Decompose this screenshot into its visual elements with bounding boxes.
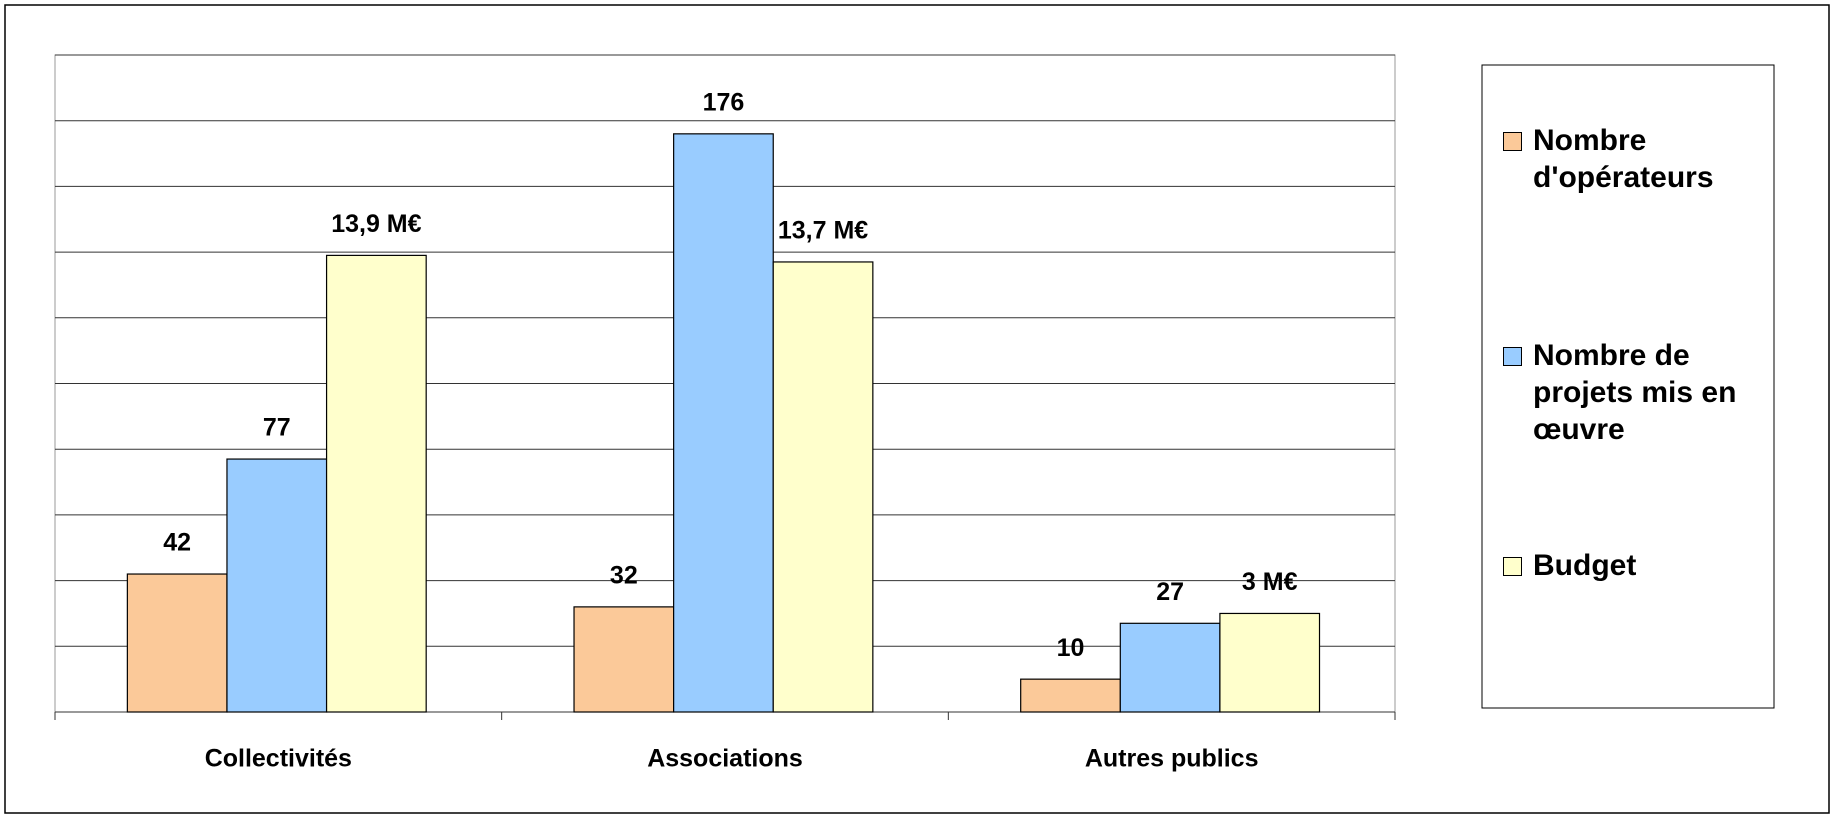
legend-entry: Nombre de projets mis en œuvre (1503, 337, 1771, 448)
x-tick-label: Autres publics (1085, 745, 1259, 773)
data-label: 13,7 M€ (778, 217, 868, 245)
bar (127, 574, 227, 712)
bar (773, 262, 873, 712)
data-label: 176 (703, 88, 745, 116)
data-label: 10 (1057, 634, 1085, 662)
legend-label: Nombre d'opérateurs (1533, 122, 1771, 196)
bar (674, 134, 774, 712)
legend-entry: Nombre d'opérateurs (1503, 122, 1771, 196)
legend-swatch (1503, 557, 1522, 576)
legend-entry: Budget (1503, 547, 1771, 584)
data-label: 3 M€ (1242, 568, 1298, 596)
data-label: 32 (610, 561, 638, 589)
legend-swatch (1503, 132, 1522, 151)
page: Collectivités 42 77 13,9 M€ Associations 32 17… (0, 0, 1834, 818)
x-tick-label: Associations (647, 745, 803, 773)
bar (1021, 679, 1121, 712)
bar (574, 607, 674, 712)
bar (1120, 623, 1220, 712)
x-tick-label: Collectivités (205, 745, 352, 773)
bar (227, 459, 327, 712)
data-label: 13,9 M€ (331, 210, 421, 238)
bar (327, 255, 427, 712)
legend-swatch (1503, 347, 1522, 366)
data-label: 27 (1156, 578, 1184, 606)
data-label: 42 (163, 529, 191, 557)
data-label: 77 (263, 414, 291, 442)
legend-label: Budget (1533, 547, 1771, 584)
bar (1220, 613, 1320, 712)
legend-label: Nombre de projets mis en œuvre (1533, 337, 1771, 448)
